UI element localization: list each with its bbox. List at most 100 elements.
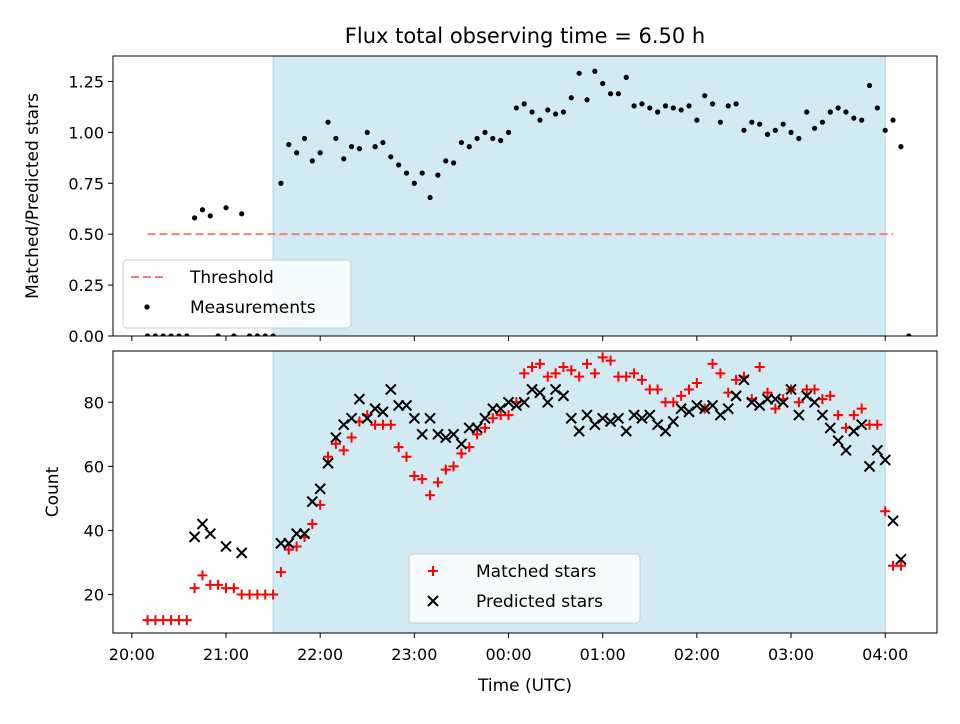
data-point-measurements-25 <box>341 156 347 162</box>
data-point-matched-stars-75 <box>731 374 742 385</box>
data-point-measurements-59 <box>607 91 614 97</box>
data-point-measurements-56 <box>584 97 590 103</box>
data-point-measurements-57 <box>592 68 598 74</box>
data-point-measurements-72 <box>709 101 716 107</box>
data-point-measurements-6 <box>192 215 198 221</box>
data-point-measurements-12 <box>239 211 245 217</box>
data-point-predicted-stars-16 <box>361 412 373 425</box>
bottom-axes-frame <box>112 350 938 634</box>
data-point-measurements-96 <box>898 144 904 150</box>
data-point-matched-stars-48 <box>519 368 530 379</box>
data-point-predicted-stars-3 <box>220 540 232 553</box>
legend-matched-swatch <box>428 566 438 576</box>
bottom-ytick-label-1: 40 <box>84 521 104 540</box>
bottom-legend-label-1: Predicted stars <box>476 592 603 612</box>
data-point-measurements-4 <box>176 333 182 336</box>
data-point-measurements-39 <box>450 160 457 166</box>
data-point-measurements-63 <box>639 101 645 107</box>
data-point-predicted-stars-22 <box>408 412 421 425</box>
data-point-matched-stars-87 <box>825 390 836 401</box>
bottom-legend-label-0: Matched stars <box>476 562 596 582</box>
data-point-predicted-stars-35 <box>510 399 523 412</box>
data-point-measurements-27 <box>356 146 363 152</box>
top-legend-box <box>122 259 352 329</box>
data-point-measurements-17 <box>278 180 284 186</box>
data-point-predicted-stars-80 <box>863 460 876 473</box>
data-point-matched-stars-57 <box>589 368 600 379</box>
data-point-matched-stars-25 <box>338 445 349 456</box>
data-point-measurements-26 <box>348 144 355 150</box>
data-point-measurements-9 <box>215 333 221 336</box>
data-point-matched-stars-35 <box>417 474 428 485</box>
data-point-measurements-97 <box>906 333 912 336</box>
data-point-measurements-42 <box>474 135 480 142</box>
data-point-matched-stars-78 <box>754 362 765 373</box>
top-ytick-label-1: 0.25 <box>68 276 104 295</box>
bottom-ytick-label-0: 20 <box>84 586 104 605</box>
data-point-measurements-61 <box>623 74 629 80</box>
data-point-measurements-73 <box>717 119 724 125</box>
data-point-measurements-52 <box>553 111 559 117</box>
data-point-measurements-79 <box>764 131 771 137</box>
legend-predicted-swatch <box>427 595 439 607</box>
data-point-predicted-stars-52 <box>644 409 656 421</box>
data-point-measurements-54 <box>568 95 574 101</box>
data-point-predicted-stars-73 <box>808 396 821 408</box>
xtick-label-8: 04:00 <box>862 645 908 664</box>
data-point-predicted-stars-56 <box>675 402 687 415</box>
data-point-predicted-stars-38 <box>534 386 546 399</box>
data-point-matched-stars-63 <box>636 374 647 385</box>
xtick-label-6: 02:00 <box>674 645 720 664</box>
data-point-measurements-88 <box>835 105 841 111</box>
data-point-predicted-stars-1 <box>196 518 209 530</box>
data-point-measurements-13 <box>246 333 253 336</box>
data-point-matched-stars-42 <box>472 429 483 440</box>
data-point-measurements-64 <box>647 105 653 111</box>
data-point-predicted-stars-39 <box>542 396 554 408</box>
data-point-predicted-stars-76 <box>832 435 844 447</box>
data-point-predicted-stars-66 <box>753 399 766 412</box>
data-point-predicted-stars-15 <box>353 393 366 405</box>
data-point-measurements-0 <box>144 333 151 336</box>
data-point-measurements-69 <box>686 103 692 109</box>
bottom-marks <box>142 352 907 626</box>
xtick-label-0: 20:00 <box>109 645 155 664</box>
data-point-matched-stars-43 <box>479 422 490 433</box>
data-point-measurements-44 <box>490 135 496 142</box>
data-point-measurements-49 <box>529 109 535 115</box>
data-point-matched-stars-90 <box>848 410 859 421</box>
data-point-measurements-80 <box>772 127 778 133</box>
data-point-predicted-stars-9 <box>306 495 319 508</box>
data-point-predicted-stars-28 <box>455 438 468 450</box>
data-point-matched-stars-17 <box>275 567 286 578</box>
data-point-measurements-85 <box>811 125 818 131</box>
data-point-measurements-20 <box>301 135 308 142</box>
data-point-matched-stars-69 <box>684 384 695 395</box>
data-point-matched-stars-24 <box>330 438 341 449</box>
data-point-measurements-40 <box>458 139 465 146</box>
data-point-measurements-8 <box>207 213 213 219</box>
data-point-measurements-19 <box>294 150 300 156</box>
data-point-measurements-14 <box>254 333 260 336</box>
data-point-measurements-86 <box>819 119 826 125</box>
data-point-measurements-87 <box>827 109 833 115</box>
data-point-predicted-stars-11 <box>322 457 334 469</box>
data-point-matched-stars-62 <box>629 368 640 379</box>
data-point-predicted-stars-82 <box>879 454 891 466</box>
data-point-matched-stars-38 <box>440 464 451 475</box>
data-point-matched-stars-5 <box>181 615 192 626</box>
data-point-predicted-stars-10 <box>314 483 326 495</box>
data-point-matched-stars-7 <box>197 570 208 581</box>
top-observing-window <box>273 56 886 336</box>
data-point-measurements-67 <box>670 105 676 111</box>
xtick-label-7: 03:00 <box>768 645 814 664</box>
data-point-predicted-stars-17 <box>369 402 381 415</box>
data-point-matched-stars-58 <box>597 352 608 363</box>
data-point-predicted-stars-60 <box>706 399 719 412</box>
data-point-predicted-stars-18 <box>377 406 389 418</box>
data-point-predicted-stars-51 <box>636 412 648 425</box>
data-point-matched-stars-31 <box>385 419 396 430</box>
data-point-measurements-34 <box>411 180 417 186</box>
data-point-predicted-stars-59 <box>699 402 711 415</box>
data-point-measurements-35 <box>419 170 425 176</box>
